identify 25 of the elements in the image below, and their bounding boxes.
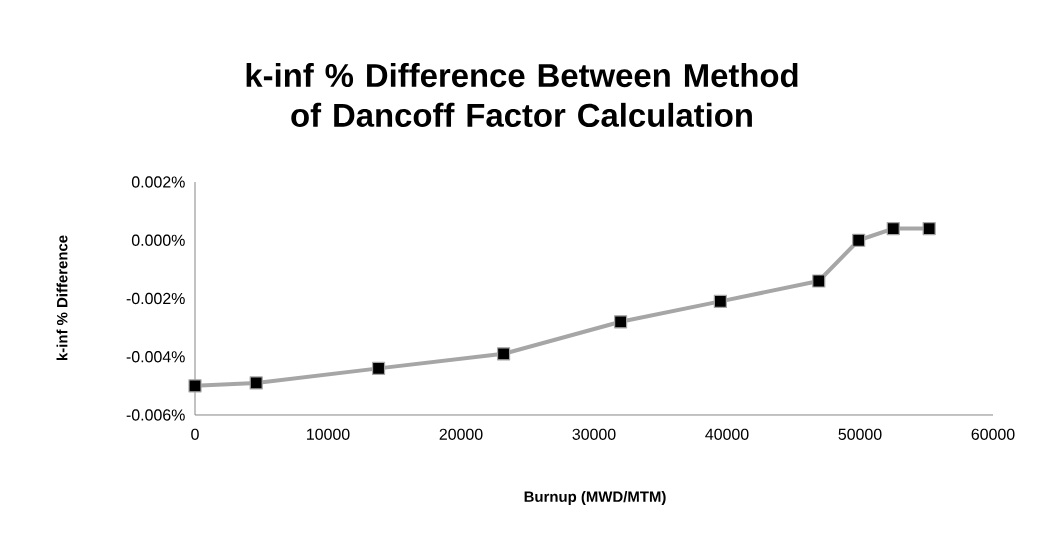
point (812, 274, 826, 288)
x-axis-title: Burnup (MWD/MTM) (524, 491, 666, 505)
chart-title: k-inf % Difference Between Method of Dancoff Factor Calculation (246, 62, 798, 127)
y-axis-title: k-inf % Difference (56, 235, 68, 361)
x-tick-label: 40000 (705, 428, 749, 440)
x-tick-label: 0 (191, 428, 199, 440)
y-tick-label: -0.004% (126, 351, 185, 363)
point (188, 379, 202, 393)
x-tick-label: 20000 (439, 428, 483, 440)
point (852, 233, 866, 247)
point (614, 315, 628, 329)
point (249, 376, 263, 390)
point (922, 221, 936, 236)
x-tick-label: 50000 (838, 428, 882, 440)
x-tick-label: 10000 (307, 428, 350, 440)
point (371, 361, 386, 375)
y-tick-label: -0.002% (126, 292, 185, 305)
point (886, 221, 900, 236)
point (713, 294, 727, 308)
x-tick-label: 30000 (572, 428, 616, 440)
y-tick-label: -0.006% (126, 409, 185, 421)
x-tick-label: 60000 (971, 428, 1015, 440)
point (496, 347, 511, 361)
y-tick-label: 0.002% (131, 176, 185, 188)
y-tick-label: 0.000% (131, 234, 185, 246)
